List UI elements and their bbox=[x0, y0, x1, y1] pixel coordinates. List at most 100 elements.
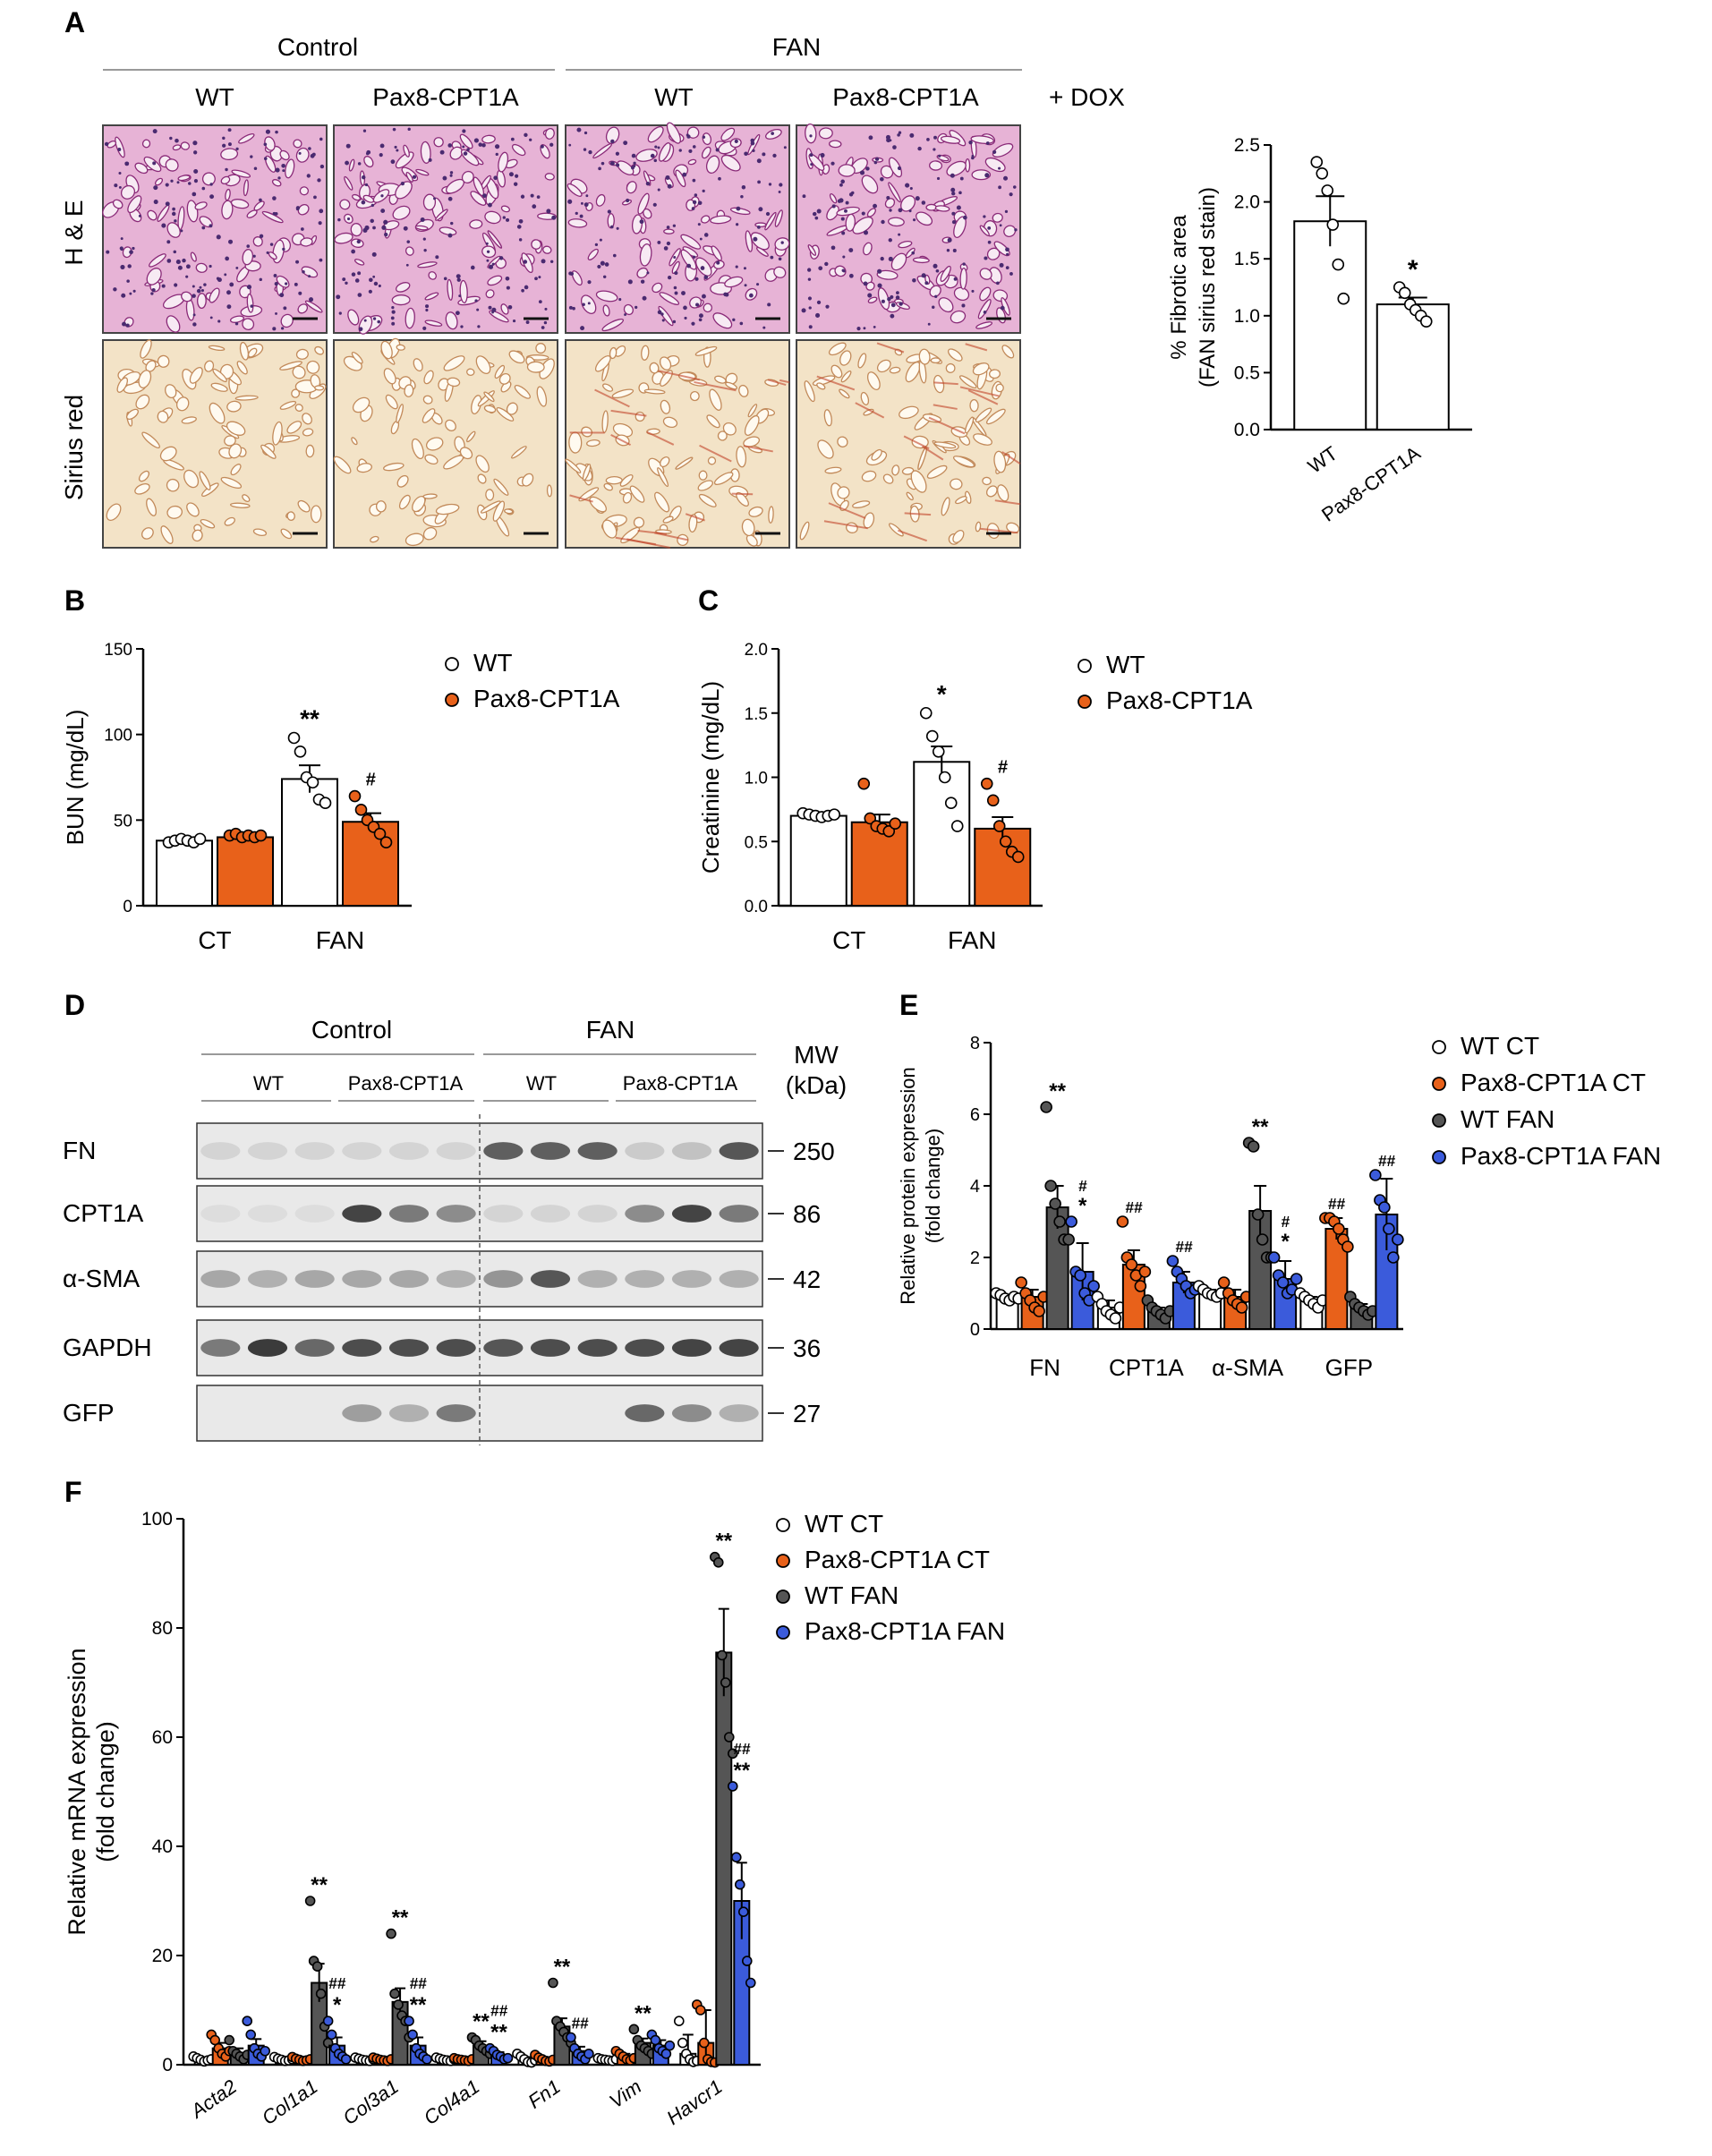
tissue-lumen bbox=[536, 386, 548, 407]
tissue-nucleus bbox=[839, 183, 843, 187]
tissue-nucleus bbox=[699, 237, 703, 241]
tissue-nucleus bbox=[971, 156, 975, 160]
tissue-nucleus bbox=[549, 260, 554, 264]
tissue-nucleus bbox=[653, 158, 658, 163]
tissue-nucleus bbox=[192, 322, 197, 327]
significance-label: ** bbox=[410, 1993, 427, 2017]
tissue-lumen bbox=[889, 523, 904, 537]
tissue-nucleus bbox=[579, 214, 583, 218]
tissue-nucleus bbox=[298, 291, 302, 295]
tissue-lumen bbox=[839, 350, 852, 366]
tissue-lumen bbox=[911, 435, 929, 449]
tissue-lumen bbox=[602, 383, 614, 392]
data-point bbox=[373, 827, 387, 840]
tissue-lumen bbox=[836, 206, 860, 217]
tissue-nucleus bbox=[185, 275, 189, 278]
tissue-lumen bbox=[643, 170, 652, 186]
data-point bbox=[393, 1999, 404, 2010]
tissue-lumen bbox=[199, 471, 211, 490]
tissue-nucleus bbox=[357, 162, 362, 166]
tissue-lumen bbox=[424, 292, 439, 301]
tissue-lumen bbox=[385, 394, 398, 410]
tissue-lumen bbox=[940, 265, 951, 282]
tissue-lumen bbox=[166, 315, 181, 333]
tissue-nucleus bbox=[174, 283, 178, 287]
significance-label: # bbox=[1078, 1177, 1087, 1195]
blot-band bbox=[388, 1339, 430, 1357]
tissue-lumen bbox=[647, 126, 664, 143]
tissue-lumen bbox=[694, 345, 718, 356]
tissue-nucleus bbox=[1005, 247, 1009, 252]
tissue-nucleus bbox=[702, 189, 705, 192]
tissue-lumen bbox=[687, 158, 697, 166]
tissue-nucleus bbox=[319, 164, 325, 169]
tissue-lumen bbox=[710, 215, 732, 225]
tissue-nucleus bbox=[166, 259, 172, 263]
blot-band bbox=[719, 1339, 759, 1357]
tissue-nucleus bbox=[848, 273, 854, 278]
tissue-lumen bbox=[1003, 225, 1017, 237]
tissue-nucleus bbox=[694, 193, 698, 197]
tissue-nucleus bbox=[127, 264, 132, 268]
y-tick-label: 150 bbox=[104, 641, 132, 660]
tissue-lumen bbox=[506, 402, 518, 415]
tissue-lumen bbox=[229, 502, 251, 508]
tissue-nucleus bbox=[216, 234, 221, 240]
tissue-nucleus bbox=[921, 273, 926, 278]
y-tick-label: 0.5 bbox=[1234, 362, 1260, 383]
tissue-nucleus bbox=[650, 153, 655, 158]
tissue-lumen bbox=[496, 407, 515, 422]
tissue-nucleus bbox=[152, 129, 158, 134]
collagen-fiber bbox=[699, 444, 732, 463]
tissue-nucleus bbox=[120, 247, 124, 251]
blot-band bbox=[294, 1339, 335, 1357]
tissue-nucleus bbox=[678, 149, 682, 152]
y-axis-label: % Fibrotic area bbox=[1167, 215, 1191, 360]
tissue-lumen bbox=[481, 134, 496, 144]
tissue-nucleus bbox=[407, 127, 411, 132]
tissue-nucleus bbox=[820, 152, 825, 158]
tissue-lumen bbox=[720, 127, 736, 141]
tissue-nucleus bbox=[657, 188, 660, 192]
tissue-lumen bbox=[447, 377, 461, 388]
blot-strip-fn: FN 250 bbox=[63, 1122, 835, 1180]
tissue-nucleus bbox=[783, 146, 787, 149]
tissue-lumen bbox=[424, 320, 443, 327]
tissue-nucleus bbox=[447, 233, 453, 238]
tissue-lumen bbox=[969, 398, 979, 413]
tissue-nucleus bbox=[118, 185, 122, 189]
tissue-nucleus bbox=[227, 142, 232, 147]
tissue-nucleus bbox=[129, 292, 132, 295]
tissue-nucleus bbox=[839, 198, 844, 203]
panel-letter: B bbox=[64, 584, 85, 617]
data-point bbox=[245, 2029, 257, 2041]
tissue-nucleus bbox=[462, 129, 466, 133]
tissue-nucleus bbox=[734, 139, 738, 143]
tissue-lumen bbox=[823, 409, 832, 427]
micrograph-sirius-3 bbox=[565, 339, 790, 549]
tissue-lumen bbox=[422, 395, 433, 405]
tissue-lumen bbox=[411, 438, 424, 460]
tissue-nucleus bbox=[272, 211, 277, 216]
y-tick-label: 100 bbox=[104, 727, 132, 746]
tissue-lumen bbox=[352, 193, 362, 201]
tissue-lumen bbox=[866, 371, 881, 391]
tissue-nucleus bbox=[170, 179, 174, 183]
tissue-lumen bbox=[729, 207, 751, 216]
legend-marker bbox=[776, 1589, 790, 1604]
tissue-lumen bbox=[703, 303, 713, 313]
tissue-nucleus bbox=[771, 132, 775, 135]
tissue-nucleus bbox=[129, 250, 133, 255]
column-label-3: WT bbox=[654, 83, 694, 111]
tissue-nucleus bbox=[423, 249, 427, 252]
legend-marker bbox=[1432, 1077, 1446, 1091]
data-point bbox=[1065, 1215, 1077, 1228]
tissue-nucleus bbox=[890, 294, 894, 299]
tissue-lumen bbox=[804, 380, 815, 403]
tissue-lumen bbox=[671, 260, 680, 275]
tissue-lumen bbox=[363, 156, 374, 168]
data-point bbox=[548, 1977, 558, 1989]
collagen-fiber bbox=[694, 380, 737, 392]
tissue-lumen bbox=[929, 160, 943, 171]
tissue-nucleus bbox=[308, 275, 311, 278]
